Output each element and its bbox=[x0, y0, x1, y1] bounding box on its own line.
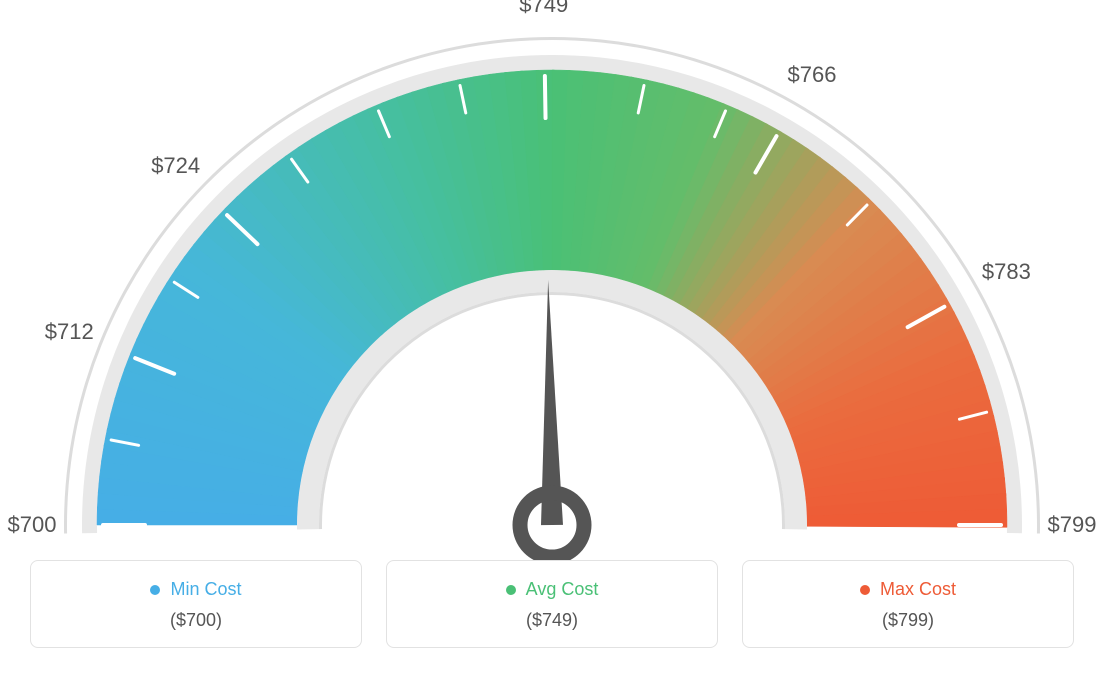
cost-gauge-widget: $700 $712 $724 $749 $766 $783 $799 Min Cost ($7… bbox=[0, 0, 1104, 690]
gauge-tick-label: $724 bbox=[151, 153, 200, 179]
gauge-svg bbox=[0, 0, 1104, 560]
legend-dot-icon bbox=[150, 585, 160, 595]
legend-card-min: Min Cost ($700) bbox=[30, 560, 362, 648]
gauge-tick-label: $712 bbox=[45, 319, 94, 345]
legend-row: Min Cost ($700) Avg Cost ($749) Max Cost ($79… bbox=[0, 560, 1104, 648]
gauge-tick-label: $749 bbox=[519, 0, 568, 18]
legend-card-max: Max Cost ($799) bbox=[742, 560, 1074, 648]
legend-label-text: Avg Cost bbox=[526, 579, 599, 600]
legend-dot-icon bbox=[506, 585, 516, 595]
legend-label-text: Max Cost bbox=[880, 579, 956, 600]
gauge-tick-label: $799 bbox=[1048, 512, 1097, 538]
legend-dot-icon bbox=[860, 585, 870, 595]
legend-label: Max Cost bbox=[860, 579, 956, 600]
legend-label-text: Min Cost bbox=[170, 579, 241, 600]
gauge-chart: $700 $712 $724 $749 $766 $783 $799 bbox=[0, 0, 1104, 560]
legend-value: ($799) bbox=[743, 610, 1073, 631]
gauge-tick-label: $700 bbox=[8, 512, 57, 538]
gauge-tick-label: $783 bbox=[982, 259, 1031, 285]
legend-card-avg: Avg Cost ($749) bbox=[386, 560, 718, 648]
legend-value: ($700) bbox=[31, 610, 361, 631]
gauge-tick-label: $766 bbox=[788, 62, 837, 88]
gauge-tick bbox=[545, 76, 546, 118]
legend-label: Avg Cost bbox=[506, 579, 599, 600]
legend-label: Min Cost bbox=[150, 579, 241, 600]
legend-value: ($749) bbox=[387, 610, 717, 631]
